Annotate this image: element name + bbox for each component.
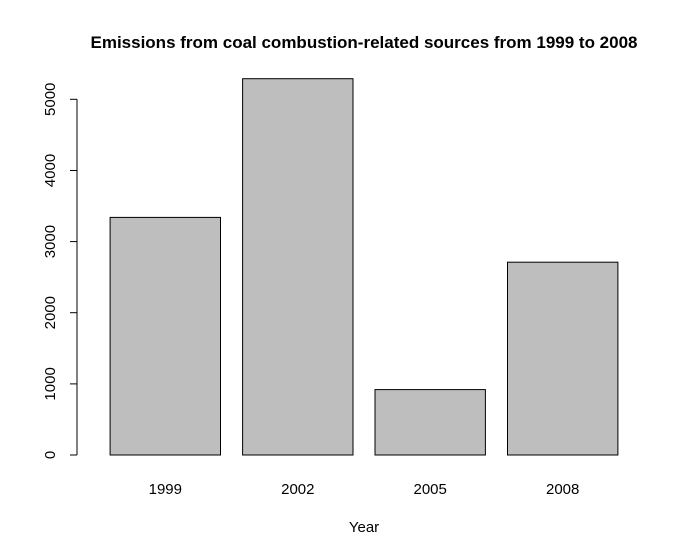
y-tick-label-5000: 5000 <box>42 83 59 116</box>
y-tick-label-2000: 2000 <box>42 296 59 329</box>
x-tick-label-2008: 2008 <box>546 481 579 498</box>
x-axis-label: Year <box>349 519 379 536</box>
x-tick-labels-group: 1999 2002 2005 2008 <box>149 481 580 498</box>
x-tick-label-2002: 2002 <box>281 481 314 498</box>
y-tick-label-3000: 3000 <box>42 225 59 258</box>
x-tick-label-1999: 1999 <box>149 481 182 498</box>
y-tick-label-1000: 1000 <box>42 367 59 400</box>
bar-2008 <box>507 261 619 456</box>
chart-title: Emissions from coal combustion-related s… <box>90 33 637 52</box>
y-tick-label-0: 0 <box>42 451 59 459</box>
bar-1999 <box>109 216 221 456</box>
bar-2005 <box>374 389 486 456</box>
y-tick-label-4000: 4000 <box>42 154 59 187</box>
y-axis: 0 1000 2000 3000 4000 5000 <box>42 83 78 459</box>
bars-group <box>109 78 619 456</box>
bar-2002 <box>242 78 354 456</box>
x-tick-label-2005: 2005 <box>414 481 447 498</box>
